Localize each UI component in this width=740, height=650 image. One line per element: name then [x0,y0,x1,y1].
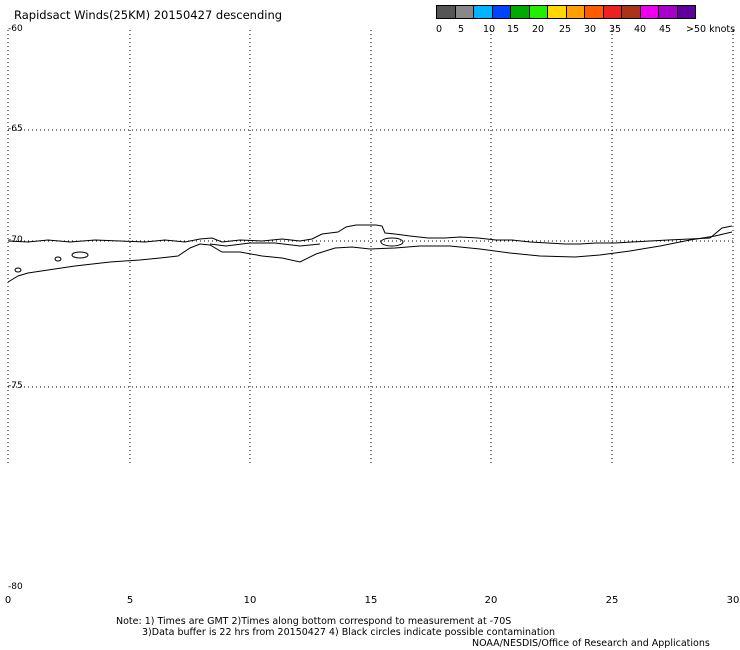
latitude-label: -65 [8,124,23,134]
note-line-3: NOAA/NESDIS/Office of Research and Appli… [472,638,710,649]
map-title: Rapidsact Winds(25KM) 20150427 descendin… [14,8,283,22]
longitude-label: 20 [484,595,498,606]
longitude-label: 25 [605,595,619,606]
longitude-label: 5 [126,595,134,606]
latitude-label: -75 [8,381,23,391]
contamination-circle [380,237,404,247]
legend-label: 25 [559,24,572,35]
latitude-label: -60 [8,24,23,34]
latitude-label: -70 [8,235,23,245]
longitude-label: 15 [364,595,378,606]
longitude-label: 10 [243,595,257,606]
contamination-circle [54,256,62,262]
legend-swatch [676,5,696,19]
legend-label: 15 [507,24,520,35]
legend-label: 20 [532,24,545,35]
contamination-circle [71,251,89,259]
legend-label: 40 [634,24,647,35]
contamination-circle [14,267,22,273]
legend-label: 35 [609,24,622,35]
legend-label: 30 [584,24,597,35]
graticule-grid [7,30,734,466]
coastline-inner [209,242,321,247]
coastline-outline [7,231,733,283]
longitude-label: 30 [726,595,740,606]
legend-label: 5 [458,24,465,35]
legend-label: >50 knots [686,24,736,35]
legend-label: 0 [436,24,443,35]
legend-label: 45 [659,24,672,35]
longitude-label: 0 [4,595,12,606]
latitude-label: -80 [8,582,23,592]
note-line-1: Note: 1) Times are GMT 2)Times along bot… [116,616,512,627]
legend-label: 10 [483,24,496,35]
note-line-2: 3)Data buffer is 22 hrs from 20150427 4)… [142,627,556,638]
ice-shelf-outline [7,224,733,245]
